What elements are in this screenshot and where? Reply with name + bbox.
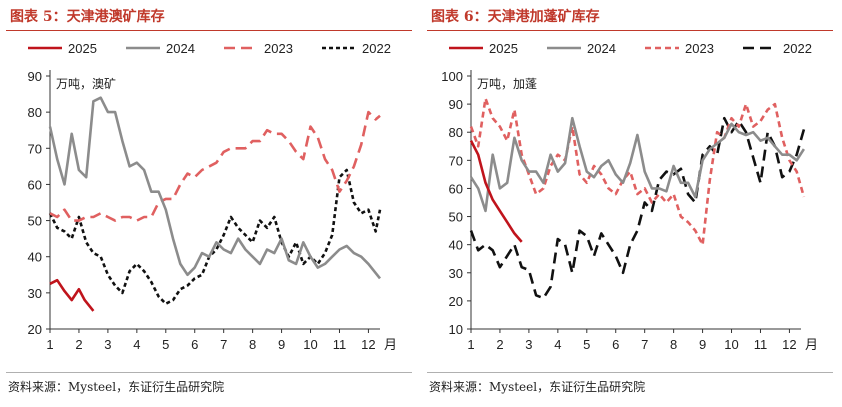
legend-label-2024: 2024 xyxy=(166,41,195,56)
panel-tianjin-australia: 图表 5：天津港澳矿库存 2025 2024 2023 2022 万吨，澳矿 20 30 40… xyxy=(6,9,412,394)
x-tick-label: 9 xyxy=(278,337,285,352)
title-rule xyxy=(427,30,833,31)
x-tick-label: 5 xyxy=(162,337,169,352)
y-tick-label: 40 xyxy=(449,238,463,253)
y-tick-label: 70 xyxy=(28,141,42,156)
y-tick-label: 50 xyxy=(449,210,463,225)
series-line-2025 xyxy=(49,278,95,312)
legend-label-2025: 2025 xyxy=(489,41,518,56)
chart-gabon-ore-inventory: 2025 2024 2023 2022 万吨，加蓬 10 20 30 40 50 60 70 80 90 1… xyxy=(441,41,818,352)
series-line-2023 xyxy=(469,97,806,246)
legend-label-2023: 2023 xyxy=(264,41,293,56)
legend-label-2022: 2022 xyxy=(783,41,812,56)
y-tick-label: 100 xyxy=(441,69,463,84)
x-tick-label: 4 xyxy=(554,337,561,352)
series-line-2022 xyxy=(469,116,806,300)
unit-label: 万吨，加蓬 xyxy=(477,77,537,91)
source-note: 资料来源：Mysteel，东证衍生品研究院 xyxy=(429,380,646,394)
x-tick-label: 4 xyxy=(133,337,140,352)
y-tick-label: 30 xyxy=(28,286,42,301)
x-tick-label: 2 xyxy=(75,337,82,352)
x-tick-label: 3 xyxy=(525,337,532,352)
y-tick-label: 60 xyxy=(28,177,42,192)
x-unit-label: 月 xyxy=(384,337,397,352)
x-tick-label: 8 xyxy=(670,337,677,352)
x-tick-label: 3 xyxy=(104,337,111,352)
series-line-2023 xyxy=(49,110,381,222)
y-tick-label: 90 xyxy=(28,69,42,84)
title-rule xyxy=(6,30,412,31)
x-tick-label: 10 xyxy=(303,337,317,352)
legend-label-2024: 2024 xyxy=(587,41,616,56)
y-tick-label: 10 xyxy=(449,322,463,337)
x-tick-label: 11 xyxy=(754,337,768,352)
x-tick-label: 7 xyxy=(641,337,648,352)
x-tick-label: 10 xyxy=(724,337,738,352)
legend: 2025 2024 2023 2022 xyxy=(449,41,812,56)
panel-tianjin-gabon: 图表 6：天津港加蓬矿库存 2025 2024 2023 2022 万吨，加蓬 10 20 3… xyxy=(421,0,842,407)
y-tick-label: 70 xyxy=(449,153,463,168)
x-unit-label: 月 xyxy=(805,337,818,352)
legend-label-2023: 2023 xyxy=(685,41,714,56)
y-tick-label: 40 xyxy=(28,250,42,265)
y-tick-label: 90 xyxy=(449,97,463,112)
legend-label-2022: 2022 xyxy=(362,41,391,56)
series-line-2024 xyxy=(469,116,805,213)
y-tick-label: 20 xyxy=(449,294,463,309)
x-tick-label: 9 xyxy=(699,337,706,352)
legend-label-2025: 2025 xyxy=(68,41,97,56)
x-tick-label: 6 xyxy=(612,337,619,352)
x-tick-label: 5 xyxy=(583,337,590,352)
chart-title: 图表 6：天津港加蓬矿库存 xyxy=(431,9,600,25)
legend: 2025 2024 2023 2022 xyxy=(28,41,391,56)
x-tick-label: 7 xyxy=(220,337,227,352)
series-line-2025 xyxy=(469,140,523,243)
x-tick-label: 11 xyxy=(333,337,347,352)
x-tick-label: 6 xyxy=(191,337,198,352)
y-tick-label: 80 xyxy=(28,105,42,120)
y-tick-label: 20 xyxy=(28,322,42,337)
y-tick-label: 60 xyxy=(449,181,463,196)
source-note: 资料来源：Mysteel，东证衍生品研究院 xyxy=(8,380,225,394)
chart-title: 图表 5：天津港澳矿库存 xyxy=(10,9,165,25)
x-tick-label: 8 xyxy=(249,337,256,352)
x-tick-label: 2 xyxy=(496,337,503,352)
series-line-2024 xyxy=(48,96,382,280)
footer-rule xyxy=(6,372,412,373)
unit-label: 万吨，澳矿 xyxy=(56,77,116,91)
series-line-2022 xyxy=(48,168,382,306)
y-tick-label: 80 xyxy=(449,125,463,140)
y-tick-label: 50 xyxy=(28,214,42,229)
x-tick-label: 1 xyxy=(467,337,474,352)
y-tick-label: 30 xyxy=(449,266,463,281)
x-tick-label: 12 xyxy=(361,337,375,352)
x-tick-label: 1 xyxy=(46,337,53,352)
x-tick-label: 12 xyxy=(782,337,796,352)
footer-rule xyxy=(427,372,833,373)
